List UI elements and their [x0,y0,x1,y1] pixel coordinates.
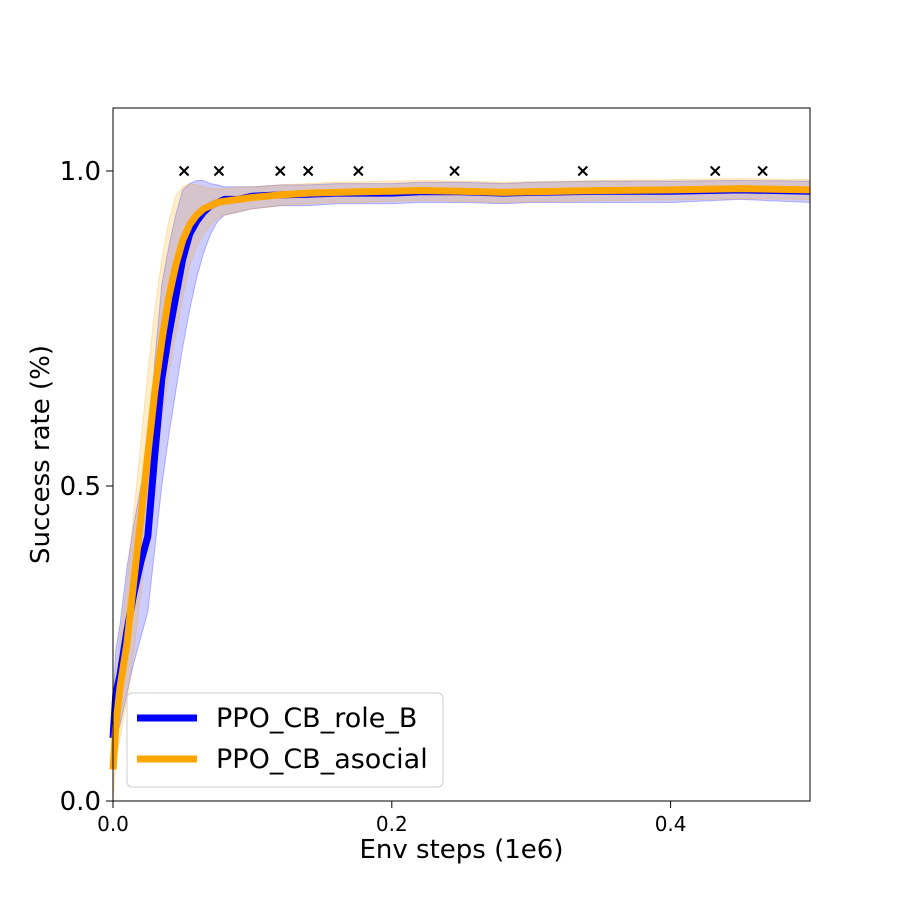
y-tick-label: 0.5 [60,472,101,502]
x-axis-ticks: 0.0 0.2 0.4 [97,801,687,836]
y-tick-label: 1.0 [60,157,101,187]
marker-x [710,165,721,177]
series-line-ppo-cb-asocial [109,185,811,770]
marker-x [353,165,364,177]
marker-x [302,165,314,177]
marker-x [757,165,768,177]
series-lines [109,185,811,770]
legend-entry-ppo-cb-role-b: PPO_CB_role_B [216,703,417,734]
x-axis-label: Env steps (1e6) [360,835,564,865]
y-axis-ticks: 0.0 0.5 1.0 [60,157,113,817]
marker-x [213,165,225,177]
x-tick-label: 0.2 [376,812,408,836]
y-tick-label: 0.0 [60,787,101,817]
legend-box [126,692,444,788]
legend-entry-ppo-cb-asocial: PPO_CB_asocial [216,744,428,775]
y-axis-label: Success rate (%) [26,345,56,564]
marker-x [275,165,286,177]
marker-x [449,165,460,177]
x-tick-label: 0.0 [97,812,129,836]
marker-x [178,165,190,177]
plot-frame [112,107,811,802]
legend: PPO_CB_role_B PPO_CB_asocial [126,692,444,788]
markers [178,165,768,177]
x-tick-label: 0.4 [655,812,687,836]
marker-x [577,165,588,177]
